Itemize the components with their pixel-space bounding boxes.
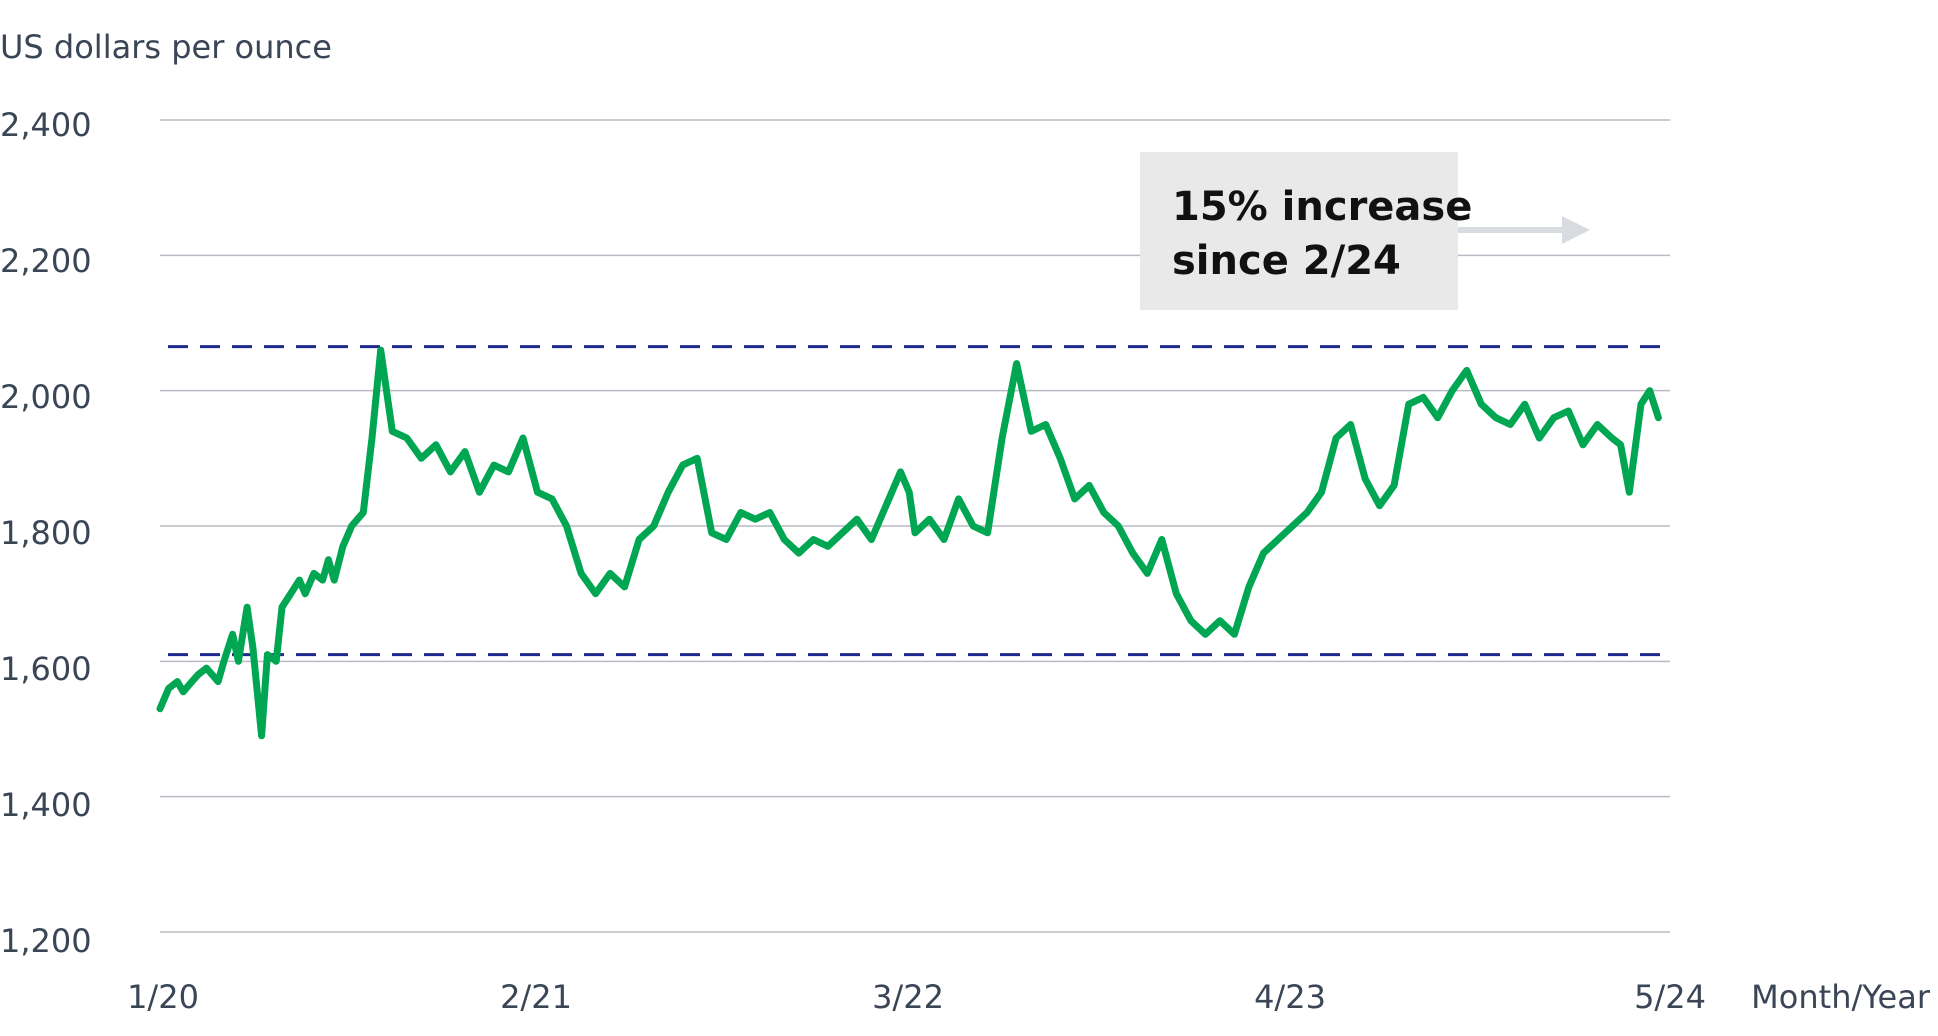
y-tick-label: 1,600 (0, 650, 92, 688)
x-tick-label: 2/21 (500, 978, 572, 1016)
grid-lines (160, 119, 1670, 933)
y-tick-label: 1,200 (0, 922, 92, 960)
series-line (156, 346, 1662, 740)
y-tick-label: 2,400 (0, 106, 92, 144)
y-axis-tick-labels: 2,400 2,200 2,000 1,800 1,600 1,400 1,20… (0, 106, 92, 960)
y-axis-title: US dollars per ounce (0, 28, 332, 66)
x-axis-title: Month/Year (1751, 978, 1931, 1016)
annotation-line-1: 15% increase (1172, 184, 1472, 230)
x-axis-tick-labels: 1/20 2/21 3/22 4/23 5/24 (127, 978, 1706, 1016)
x-tick-label: 3/22 (872, 978, 944, 1016)
y-tick-label: 1,400 (0, 786, 92, 824)
reference-lines (168, 345, 1670, 657)
series-layer (156, 346, 1662, 740)
x-tick-label: 5/24 (1634, 978, 1706, 1016)
y-tick-label: 2,000 (0, 378, 92, 416)
x-tick-label: 4/23 (1254, 978, 1326, 1016)
annotation-box (1140, 152, 1458, 310)
annotation-line-2: since 2/24 (1172, 238, 1401, 284)
x-tick-label: 1/20 (127, 978, 199, 1016)
annotation-arrow-head (1562, 216, 1590, 244)
y-tick-label: 1,800 (0, 514, 92, 552)
y-tick-label: 2,200 (0, 242, 92, 280)
annotation: 15% increase since 2/24 (1140, 152, 1590, 310)
